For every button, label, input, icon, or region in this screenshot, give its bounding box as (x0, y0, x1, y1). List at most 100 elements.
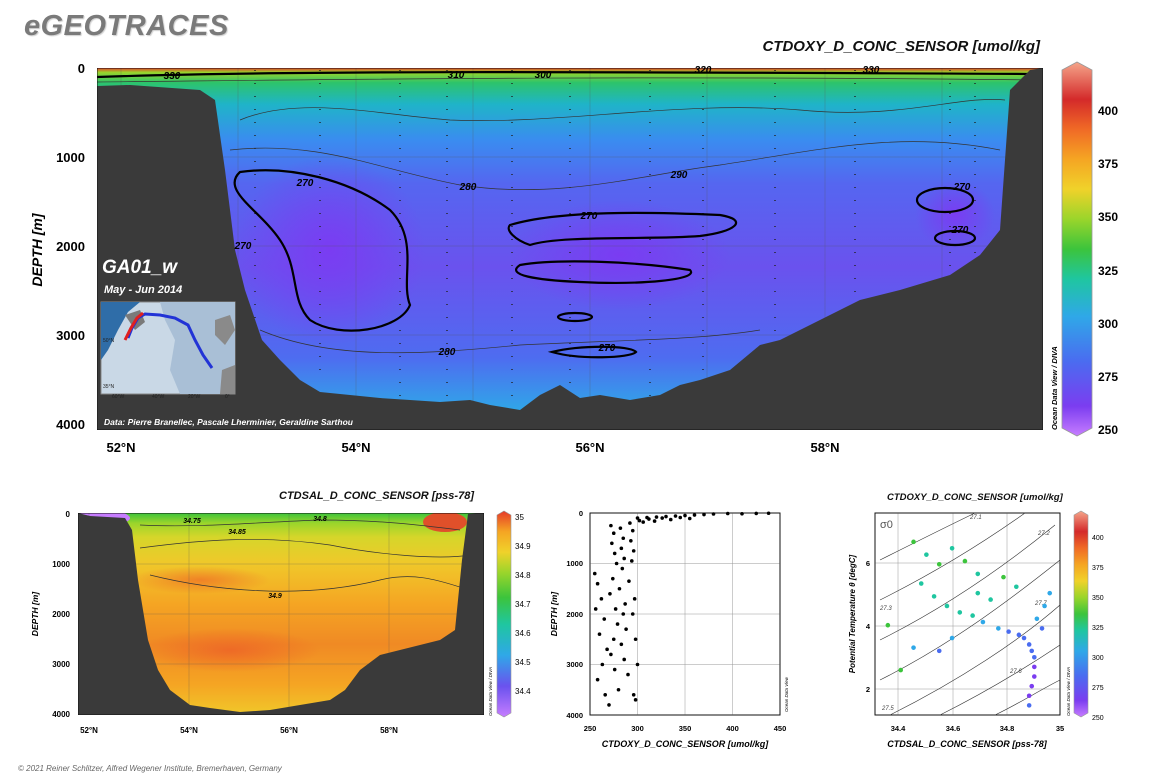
salinity-colorbar: 34.4 34.5 34.6 34.7 34.8 34.9 35 Ocean D… (488, 510, 531, 718)
colorbar-tick: 250 (1098, 423, 1118, 437)
ts-point (1039, 626, 1045, 631)
sal-contour-labels: 34.75 34.85 34.8 34.9 (183, 516, 327, 600)
ts-point (936, 562, 942, 567)
profile-point (603, 693, 607, 697)
ts-point (1034, 616, 1040, 622)
profile-point (605, 647, 609, 652)
profile-point (593, 607, 598, 611)
sal-x-tick: 54°N (180, 726, 198, 735)
profile-point (611, 576, 615, 581)
ts-point (1006, 629, 1011, 634)
colorbar-tick: 350 (1098, 210, 1118, 224)
isopycnal-label: 27.5 (881, 706, 894, 712)
isopycnal-label: 27.7 (1034, 601, 1047, 607)
prof-y-tick: 1000 (566, 559, 583, 568)
colorbar-tick: 275 (1098, 370, 1118, 384)
main-x-tick: 58°N (810, 440, 839, 455)
colorbar-tick: 34.6 (515, 629, 531, 638)
ts-point (949, 635, 955, 641)
ts-point (1042, 603, 1047, 609)
profile-point (619, 546, 624, 551)
sal-x-tick: 52°N (80, 726, 98, 735)
sigma-symbol: σ0 (880, 519, 893, 531)
prof-x-tick: 400 (726, 724, 739, 733)
profile-point (609, 652, 613, 657)
ts-point (1032, 664, 1037, 670)
profile-point (628, 521, 632, 525)
isopycnal-label: 27.3 (879, 606, 892, 612)
profile-point (633, 698, 638, 702)
colorbar-tick: 325 (1092, 625, 1104, 632)
ts-point (957, 610, 963, 615)
main-section-plot (97, 68, 1043, 430)
prof-y-tick: 2000 (566, 610, 583, 619)
profile-point (595, 677, 600, 682)
contour-label: 34.85 (228, 529, 246, 536)
main-contour-labels: 330 310 300 320 330 270 280 290 270 270 … (164, 65, 971, 358)
main-y-tick: 2000 (56, 239, 85, 254)
profile-point (617, 586, 622, 591)
profile-point (619, 642, 624, 647)
profile-point (600, 662, 605, 667)
profile-point (641, 520, 645, 524)
ts-point (1029, 648, 1035, 654)
ts-point (996, 626, 1001, 631)
profile-point (652, 519, 657, 523)
colorbar-tick: 400 (1092, 535, 1104, 542)
sal-y-tick: 0 (66, 510, 71, 519)
colorbar-tick: 375 (1098, 157, 1118, 171)
prof-x-tick: 250 (584, 724, 597, 733)
colorbar-tick: 350 (1092, 595, 1104, 602)
profile-point (609, 523, 613, 528)
profile-point (630, 612, 635, 616)
salinity-maximum-core (140, 628, 320, 672)
contour-label: 330 (863, 65, 880, 76)
main-chart-title: CTDOXY_D_CONC_SENSOR [umol/kg] (762, 38, 1040, 55)
contour-label: 290 (670, 170, 688, 181)
oxygen-minimum-core (510, 200, 730, 310)
brand-logo: eGEOTRACES (24, 10, 229, 42)
prof-y-tick: 0 (579, 509, 583, 518)
colorbar-tick: 250 (1092, 715, 1104, 722)
contour-label: 270 (580, 211, 598, 222)
profile-point (630, 528, 635, 533)
contour-label: 270 (296, 178, 314, 189)
copyright-footer: © 2021 Reiner Schlitzer, Alfred Wegener … (18, 764, 282, 773)
ts-point (1047, 590, 1053, 596)
profile-point (622, 657, 626, 662)
station-markers (254, 70, 976, 400)
colorbar-tick: 300 (1098, 317, 1118, 331)
profile-point (614, 561, 619, 566)
profile-point (664, 514, 668, 519)
prof-y-label: DEPTH [m] (549, 591, 559, 637)
isopycnal-labels: 27.1 27.2 27.3 27.5 27.6 27.7 (879, 515, 1050, 712)
salinity-maximum-core (130, 566, 270, 594)
profile-point (627, 579, 631, 583)
profile-points (592, 511, 771, 707)
ts-x-tick: 34.6 (946, 724, 961, 733)
ts-point (1026, 703, 1032, 708)
ts-point (924, 552, 929, 557)
inset-lat-label: 50°N (103, 338, 115, 344)
profile-point (630, 559, 634, 563)
contour-label: 34.8 (313, 516, 327, 523)
profile-point (612, 667, 617, 672)
ts-point (1001, 574, 1006, 580)
ts-point (936, 648, 942, 654)
profile-point (620, 566, 625, 571)
profile-point (635, 516, 640, 520)
profile-point (711, 512, 716, 516)
main-y-tick: 1000 (56, 150, 85, 165)
data-credit: Data: Pierre Branellec, Pascale Lhermini… (104, 417, 354, 427)
ts-x-tick: 35 (1056, 724, 1064, 733)
ts-point (949, 545, 955, 551)
contour-label: 310 (448, 70, 465, 81)
profile-point (647, 517, 651, 521)
profile-point (622, 556, 626, 561)
profile-point (597, 632, 602, 636)
main-y-tick: 3000 (56, 328, 85, 343)
ts-point (962, 558, 968, 564)
odv-credit: Ocean Data View / DIVA (1066, 667, 1071, 716)
prof-y-tick: 4000 (566, 711, 583, 720)
